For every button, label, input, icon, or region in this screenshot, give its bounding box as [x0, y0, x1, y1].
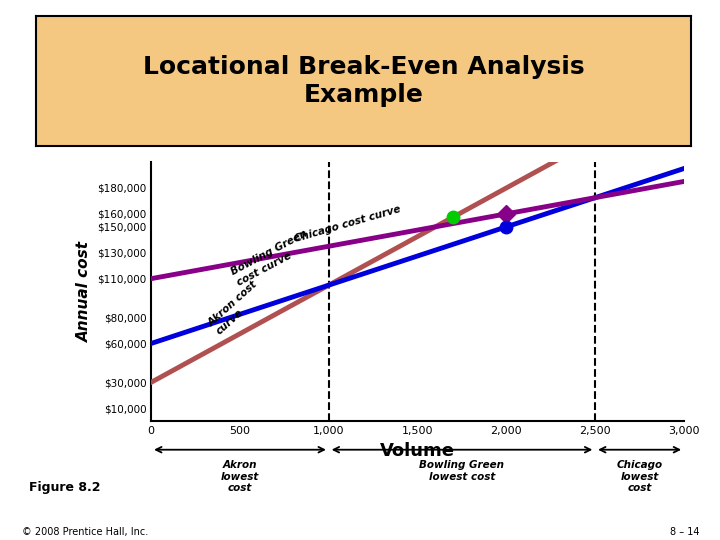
- Text: Figure 8.2: Figure 8.2: [29, 481, 100, 495]
- Text: Bowling Green
lowest cost: Bowling Green lowest cost: [420, 460, 505, 482]
- Text: Akron cost
curve: Akron cost curve: [206, 279, 267, 337]
- Text: 8 – 14: 8 – 14: [670, 526, 699, 537]
- X-axis label: Volume: Volume: [380, 442, 455, 460]
- Text: Bowling Green
cost curve: Bowling Green cost curve: [230, 229, 315, 288]
- Text: Chicago
lowest
cost: Chicago lowest cost: [616, 460, 662, 493]
- Text: © 2008 Prentice Hall, Inc.: © 2008 Prentice Hall, Inc.: [22, 526, 148, 537]
- Text: Locational Break-Even Analysis
Example: Locational Break-Even Analysis Example: [143, 55, 585, 107]
- Y-axis label: Annual cost: Annual cost: [76, 241, 91, 342]
- Text: Akron
lowest
cost: Akron lowest cost: [221, 460, 259, 493]
- Text: Chicago cost curve: Chicago cost curve: [293, 204, 402, 244]
